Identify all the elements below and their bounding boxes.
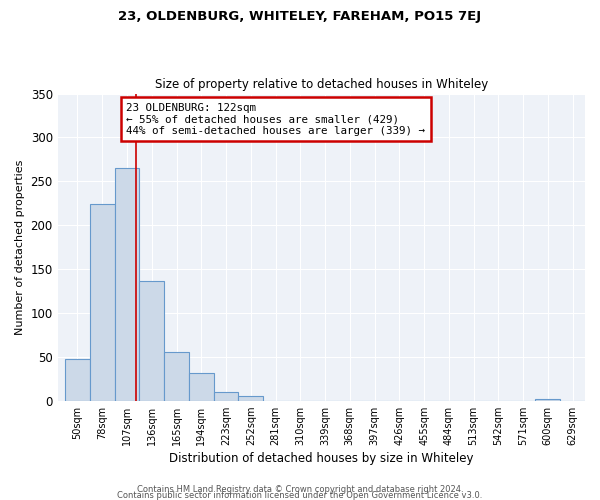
- Bar: [238, 396, 263, 400]
- Title: Size of property relative to detached houses in Whiteley: Size of property relative to detached ho…: [155, 78, 488, 91]
- Y-axis label: Number of detached properties: Number of detached properties: [15, 160, 25, 335]
- X-axis label: Distribution of detached houses by size in Whiteley: Distribution of detached houses by size …: [169, 452, 473, 465]
- Bar: [164, 352, 189, 401]
- Bar: [535, 399, 560, 400]
- Bar: [90, 204, 115, 400]
- Bar: [189, 374, 214, 400]
- Text: 23 OLDENBURG: 122sqm
← 55% of detached houses are smaller (429)
44% of semi-deta: 23 OLDENBURG: 122sqm ← 55% of detached h…: [126, 103, 425, 136]
- Text: Contains public sector information licensed under the Open Government Licence v3: Contains public sector information licen…: [118, 491, 482, 500]
- Text: Contains HM Land Registry data © Crown copyright and database right 2024.: Contains HM Land Registry data © Crown c…: [137, 485, 463, 494]
- Bar: [214, 392, 238, 400]
- Bar: [139, 282, 164, 401]
- Bar: [65, 360, 90, 401]
- Bar: [115, 168, 139, 400]
- Text: 23, OLDENBURG, WHITELEY, FAREHAM, PO15 7EJ: 23, OLDENBURG, WHITELEY, FAREHAM, PO15 7…: [118, 10, 482, 23]
